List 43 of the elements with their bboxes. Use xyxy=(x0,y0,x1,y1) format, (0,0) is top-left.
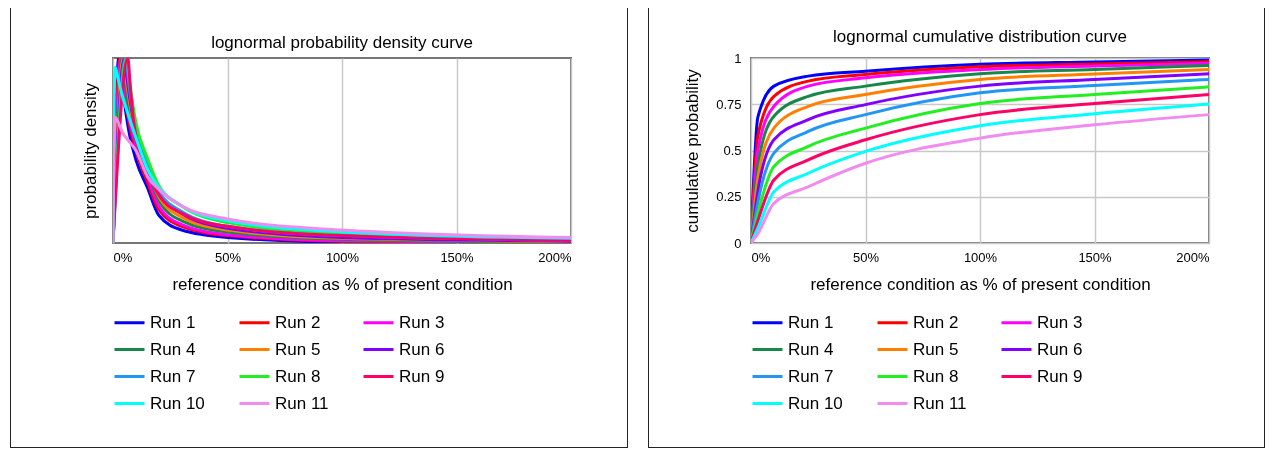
y-tick-label: 0 xyxy=(733,235,741,251)
legend-label: Run 3 xyxy=(399,312,445,332)
legend-label: Run 5 xyxy=(275,339,321,359)
y-axis-title: probability density xyxy=(80,82,100,220)
legend-label: Run 4 xyxy=(787,339,833,359)
x-tick-label: 100% xyxy=(325,249,360,265)
legend-label: Run 5 xyxy=(912,339,958,359)
legend-label: Run 10 xyxy=(787,393,843,413)
x-axis-title: reference condition as % of present condition xyxy=(172,274,513,294)
legend-label: Run 7 xyxy=(787,366,833,386)
legend-label: Run 9 xyxy=(399,366,445,386)
x-tick-label: 0% xyxy=(113,249,133,265)
x-tick-label: 0% xyxy=(751,249,771,265)
legend-label: Run 2 xyxy=(275,312,321,332)
legend-label: Run 3 xyxy=(1036,312,1082,332)
legend-label: Run 1 xyxy=(787,312,833,332)
legend-label: Run 9 xyxy=(1036,366,1082,386)
legend-label: Run 4 xyxy=(150,339,196,359)
x-tick-label: 200% xyxy=(1175,249,1210,265)
legend-label: Run 2 xyxy=(912,312,958,332)
legend-label: Run 6 xyxy=(1036,339,1082,359)
legend-label: Run 10 xyxy=(150,393,205,413)
x-tick-label: 50% xyxy=(214,249,242,265)
legend-label: Run 11 xyxy=(275,393,329,413)
chart-title: lognormal cumulative distribution curve xyxy=(832,27,1127,46)
legend-label: Run 1 xyxy=(150,312,196,332)
legend-label: Run 8 xyxy=(912,366,958,386)
x-tick-label: 200% xyxy=(538,249,572,265)
x-tick-label: 100% xyxy=(963,249,998,265)
y-tick-label: 0.5 xyxy=(722,143,741,158)
x-axis-title: reference condition as % of present condition xyxy=(809,274,1151,294)
x-tick-label: 150% xyxy=(440,249,475,265)
legend-label: Run 8 xyxy=(275,366,321,386)
y-axis-title: cumulative probability xyxy=(682,68,702,233)
legend-label: Run 11 xyxy=(912,393,967,413)
y-tick-label: 0.25 xyxy=(715,189,741,205)
y-tick-label: 0.75 xyxy=(715,96,741,112)
x-tick-label: 50% xyxy=(852,249,879,265)
x-tick-label: 150% xyxy=(1077,249,1112,265)
legend-label: Run 6 xyxy=(399,339,445,359)
y-tick-label: 1 xyxy=(733,50,741,66)
chart-title: lognormal probability density curve xyxy=(211,33,473,52)
legend-label: Run 7 xyxy=(150,366,196,386)
